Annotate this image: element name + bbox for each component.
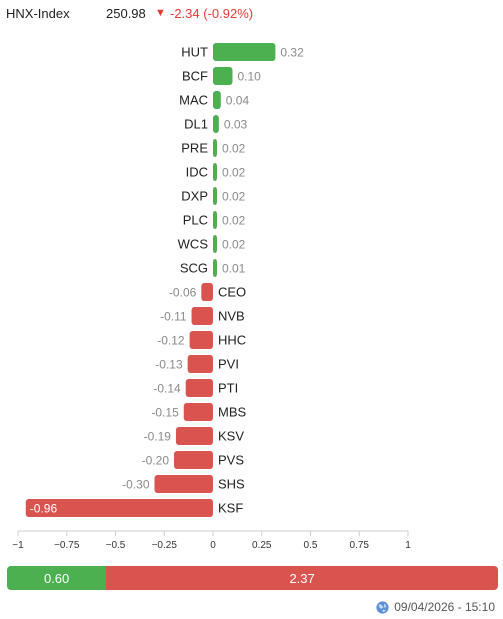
bar-value-pvs: -0.20 <box>142 454 170 468</box>
bar-label-ksf: KSF <box>218 501 243 516</box>
bar-value-wcs: 0.02 <box>222 238 246 252</box>
bar-label-bcf: BCF <box>182 69 208 84</box>
x-tick-label: −0.75 <box>54 540 80 551</box>
bar-value-hhc: -0.12 <box>157 334 185 348</box>
bar-value-shs: -0.30 <box>122 478 150 492</box>
bar-pti <box>185 379 213 397</box>
bar-value-mbs: -0.15 <box>151 406 179 420</box>
bar-label-mac: MAC <box>179 93 208 108</box>
bar-value-nvb: -0.11 <box>160 310 187 324</box>
bar-label-plc: PLC <box>183 213 208 228</box>
decline-segment: 2.37 <box>106 566 498 590</box>
bar-value-scg: 0.01 <box>222 262 246 276</box>
bar-label-ksv: KSV <box>218 429 244 444</box>
bar-value-ksv: -0.19 <box>144 430 172 444</box>
x-tick-label: 0.5 <box>304 540 318 551</box>
bar-value-ksf: -0.96 <box>30 502 58 516</box>
globe-icon <box>376 600 389 614</box>
bar-value-mac: 0.04 <box>226 94 250 108</box>
bar-shs <box>154 475 213 493</box>
bar-ceo <box>201 283 213 301</box>
bar-scg <box>213 259 217 277</box>
bar-label-hhc: HHC <box>218 333 246 348</box>
decline-label: 2.37 <box>289 570 315 586</box>
down-arrow-icon: ▼ <box>155 7 166 19</box>
advance-label: 0.60 <box>43 570 70 586</box>
bar-label-pvi: PVI <box>218 357 239 372</box>
bar-label-ceo: CEO <box>218 285 246 300</box>
x-tick-label: −1 <box>12 540 24 551</box>
bar-label-pvs: PVS <box>218 453 244 468</box>
bar-label-scg: SCG <box>180 261 208 276</box>
bar-value-dl1: 0.03 <box>224 118 248 132</box>
bar-hhc <box>189 331 213 349</box>
bar-value-hut: 0.32 <box>280 46 304 60</box>
bar-label-shs: SHS <box>218 477 245 492</box>
bar-label-hut: HUT <box>181 45 208 60</box>
x-tick-label: −0.25 <box>152 540 178 551</box>
bar-value-dxp: 0.02 <box>222 190 246 204</box>
bar-dxp <box>213 187 217 205</box>
bar-pvi <box>187 355 213 373</box>
bar-label-pti: PTI <box>218 381 238 396</box>
bar-ksf <box>25 499 213 517</box>
bar-nvb <box>191 307 213 325</box>
bar-value-plc: 0.02 <box>222 214 246 228</box>
bar-idc <box>213 163 217 181</box>
bar-label-dxp: DXP <box>181 189 208 204</box>
bar-dl1 <box>213 115 219 133</box>
index-change: -2.34 (-0.92%) <box>170 6 254 21</box>
x-tick-label: 1 <box>405 540 411 551</box>
bar-hut <box>213 43 276 61</box>
bar-value-pti: -0.14 <box>153 382 181 396</box>
bar-mbs <box>183 403 213 421</box>
index-header: HNX-Index 250.98 ▼ -2.34 (-0.92%) <box>6 3 496 23</box>
impact-bar-chart: HUT 0.32 BCF 0.10 MAC 0.04 DL1 0.03 PRE 0.02 IDC 0.… <box>12 43 411 551</box>
bar-value-idc: 0.02 <box>222 166 246 180</box>
index-value: 250.98 <box>106 6 146 21</box>
x-tick-label: −0.5 <box>106 540 126 551</box>
bar-label-mbs: MBS <box>218 405 247 420</box>
bar-value-bcf: 0.10 <box>238 70 262 84</box>
footer: 09/04/2026 - 15:10 <box>376 600 495 614</box>
bar-pvs <box>174 451 213 469</box>
bar-mac <box>213 91 221 109</box>
bar-value-pre: 0.02 <box>222 142 246 156</box>
bar-bcf <box>213 67 233 85</box>
x-tick-label: 0 <box>210 540 216 551</box>
bar-label-wcs: WCS <box>178 237 209 252</box>
timestamp: 09/04/2026 - 15:10 <box>394 600 495 614</box>
index-name: HNX-Index <box>6 6 70 21</box>
bar-value-ceo: -0.06 <box>169 286 197 300</box>
advance-decline-bar: 0.60 2.37 <box>7 566 498 590</box>
bar-label-idc: IDC <box>186 165 208 180</box>
bar-value-pvi: -0.13 <box>155 358 183 372</box>
bar-pre <box>213 139 217 157</box>
x-tick-label: 0.75 <box>350 540 370 551</box>
bar-label-pre: PRE <box>181 141 208 156</box>
bar-label-nvb: NVB <box>218 309 245 324</box>
x-tick-label: 0.25 <box>252 540 272 551</box>
bar-label-dl1: DL1 <box>184 117 208 132</box>
bar-wcs <box>213 235 217 253</box>
bar-plc <box>213 211 217 229</box>
advance-segment: 0.60 <box>7 566 107 590</box>
bar-ksv <box>175 427 213 445</box>
